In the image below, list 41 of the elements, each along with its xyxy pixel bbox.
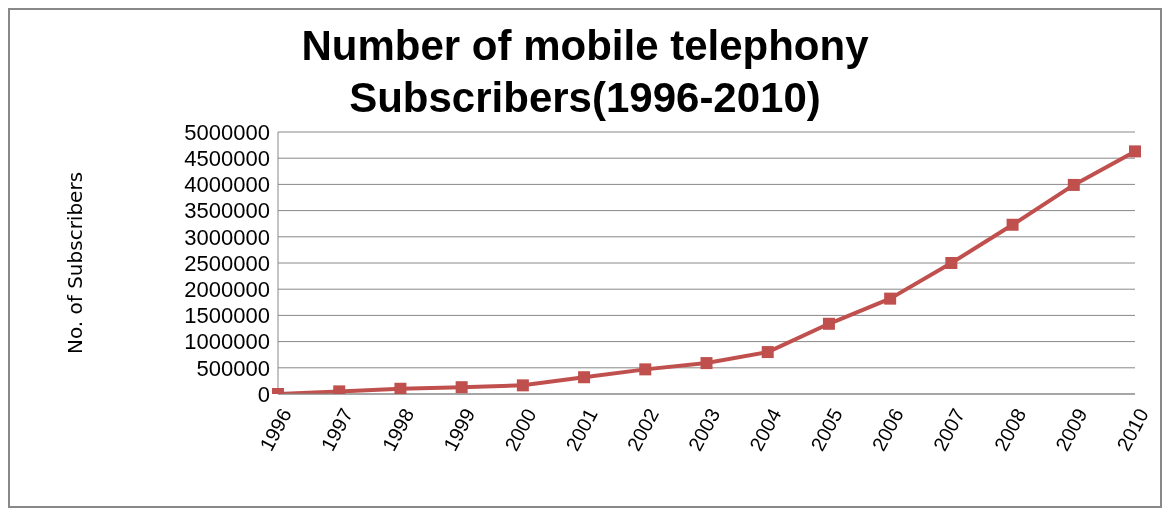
point [455, 381, 468, 394]
x-tick-label: 2000 [500, 404, 541, 455]
point [578, 371, 591, 384]
y-tick-label: 500000 [196, 355, 270, 381]
y-tick-label: 3500000 [184, 198, 270, 224]
point [1129, 145, 1141, 158]
x-tick-label: 1999 [439, 404, 480, 455]
x-tick-label: 2005 [806, 404, 847, 455]
x-tick-label: 2010 [1112, 404, 1153, 455]
y-axis-title: No. of Subscribers [63, 171, 88, 355]
point [945, 257, 958, 269]
y-tick-label: 2500000 [184, 250, 270, 276]
x-tick-label: 1996 [255, 404, 296, 455]
y-tick-label: 4000000 [184, 172, 270, 198]
chart-title: Number of mobile telephony Subscribers(1996-2010) [301, 22, 869, 121]
point [700, 357, 713, 370]
x-tick-label: 2003 [683, 404, 725, 455]
point [761, 346, 774, 359]
point [516, 379, 529, 392]
y-tick-label: 2000000 [184, 277, 270, 303]
x-tick-label: 2006 [867, 404, 908, 455]
y-tick-label: 1500000 [184, 303, 270, 329]
y-tick-label: 1000000 [184, 329, 270, 355]
point [1067, 178, 1080, 191]
point [639, 363, 652, 376]
y-tick-label: 4500000 [184, 146, 270, 172]
y-tick-label: 0 [257, 381, 270, 407]
point [884, 292, 897, 305]
point [1006, 218, 1019, 231]
x-tick-label: 2001 [561, 404, 602, 455]
x-tick-label: 2009 [1051, 404, 1092, 455]
x-tick-label: 2004 [745, 404, 786, 455]
x-tick-label: 2002 [622, 404, 663, 455]
x-tick-label: 1997 [316, 404, 357, 455]
x-tick-label: 2008 [989, 404, 1031, 455]
y-tick-label: 3000000 [184, 224, 270, 250]
y-tick-label: 5000000 [184, 119, 270, 145]
point [394, 382, 407, 394]
x-tick-label: 2007 [928, 404, 970, 455]
point [822, 317, 835, 330]
x-tick-label: 1998 [377, 404, 419, 455]
